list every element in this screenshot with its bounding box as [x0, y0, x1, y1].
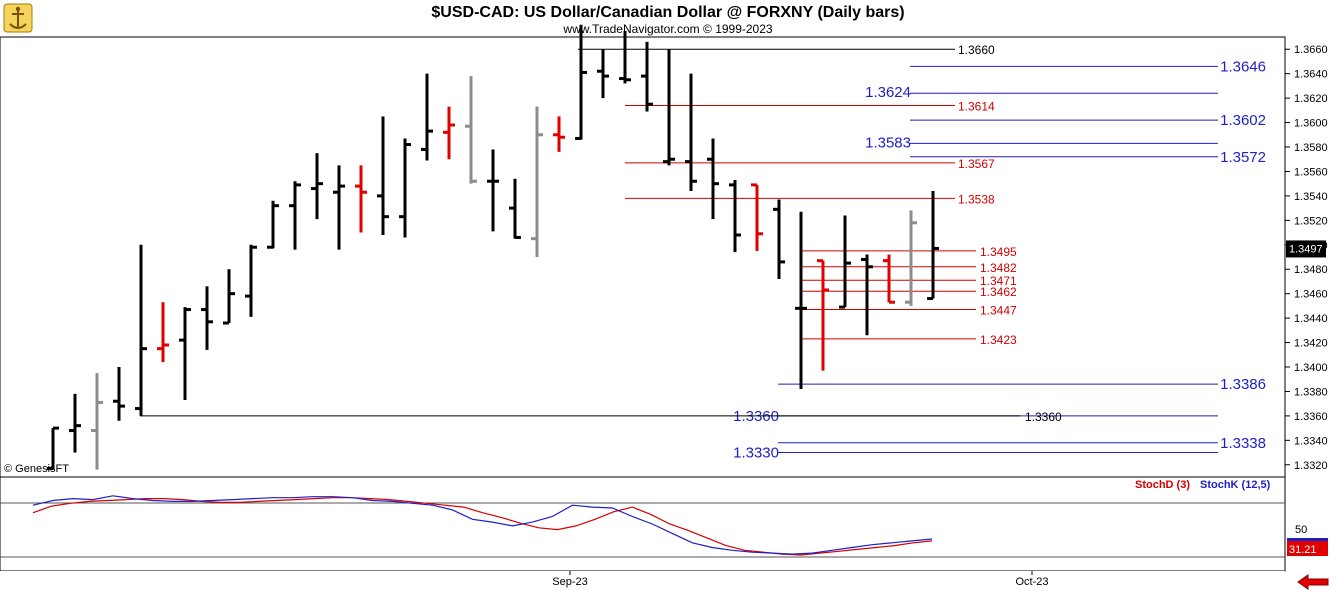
- chart-title: $USD-CAD: US Dollar/Canadian Dollar @ FO…: [431, 4, 904, 21]
- ohlc-bar: [355, 165, 367, 233]
- legend-stochd: StochD (3): [1135, 479, 1190, 491]
- ohlc-bar: [465, 76, 477, 184]
- ohlc-bar: [531, 106, 543, 257]
- level-label: 1.3567: [958, 157, 995, 171]
- ohlc-bar: [201, 286, 213, 350]
- ohlc-bar: [839, 215, 851, 309]
- last-price-badge: 1.3497: [1286, 240, 1326, 258]
- ohlc-bar: [553, 116, 565, 152]
- ohlc-bar: [509, 178, 521, 239]
- stochastic-lines: [32, 495, 933, 556]
- ohlc-bar: [751, 183, 763, 251]
- ohlc-bar: [135, 244, 147, 416]
- level-label: 1.3330: [733, 445, 779, 462]
- level-label: 1.3386: [1220, 376, 1266, 393]
- ohlc-bar: [619, 30, 631, 84]
- ohlc-bar: [377, 116, 389, 235]
- level-label: 1.3338: [1220, 435, 1266, 452]
- price-tick-label: 1.3520: [1294, 215, 1328, 227]
- stochk-line: [32, 495, 933, 555]
- ohlc-bar: [421, 73, 433, 161]
- ohlc-bar: [707, 138, 719, 220]
- ohlc-bar: [157, 302, 169, 363]
- ohlc-bar: [817, 259, 829, 371]
- price-tick-label: 1.3340: [1294, 435, 1328, 447]
- ohlc-bar: [641, 41, 653, 112]
- price-tick-label: 1.3580: [1294, 142, 1328, 154]
- ohlc-bar: [113, 367, 125, 421]
- ohlc-bar: [927, 191, 939, 301]
- price-tick-label: 1.3440: [1294, 313, 1328, 325]
- ohlc-bar: [729, 180, 741, 253]
- ohlc-bar: [795, 211, 807, 389]
- level-label: 1.3423: [980, 333, 1017, 347]
- ohlc-bar: [685, 73, 697, 191]
- stochastic-panel: StochD (3) StochK (12,5): [0, 476, 1286, 572]
- level-label: 1.3471: [980, 274, 1017, 288]
- ohlc-bar: [47, 426, 59, 470]
- ohlc-bar: [267, 200, 279, 249]
- level-label: 1.3482: [980, 261, 1017, 275]
- ohlc-bar: [91, 373, 103, 470]
- ohlc-bar: [311, 153, 323, 220]
- level-label: 1.3646: [1220, 58, 1266, 75]
- level-label: 1.3572: [1220, 149, 1266, 166]
- date-tick-label: Sep-23: [552, 576, 587, 588]
- level-label: 1.3660: [958, 43, 995, 57]
- ohlc-bar: [179, 307, 191, 400]
- ohlc-bar: [861, 254, 873, 336]
- price-tick-label: 1.3660: [1294, 44, 1328, 56]
- date-tick-label: Oct-23: [1015, 576, 1048, 588]
- level-label: 1.3447: [980, 304, 1017, 318]
- price-tick-label: 1.3460: [1294, 289, 1328, 301]
- ohlc-bar: [223, 269, 235, 325]
- level-label: 1.3583: [865, 134, 911, 151]
- ohlc-bar: [663, 49, 675, 166]
- price-tick-label: 1.3380: [1294, 386, 1328, 398]
- stoch-last-badge: [1287, 541, 1328, 556]
- stoch-axis: 50 31.21: [1287, 524, 1328, 556]
- price-tick-label: 1.3620: [1294, 93, 1328, 105]
- ohlc-bar: [333, 165, 345, 250]
- level-label: 1.3602: [1220, 112, 1266, 129]
- level-label: 1.3462: [980, 285, 1017, 299]
- price-tick-label: 1.3540: [1294, 191, 1328, 203]
- price-tick-label: 1.3420: [1294, 338, 1328, 350]
- ohlc-bar: [289, 181, 301, 250]
- price-bars: [47, 24, 939, 470]
- watermark: © GenesisFT: [4, 463, 69, 475]
- ohlc-bar: [575, 24, 587, 140]
- stoch-tick-50: 50: [1295, 524, 1307, 536]
- level-label: 1.3538: [958, 192, 995, 206]
- price-panel: 1.3660 1.3646 1.3624 1.3614 1.3602 1.3583 1.35…: [0, 24, 1286, 478]
- ohlc-bar: [597, 49, 609, 99]
- level-label: 1.3614: [958, 99, 995, 113]
- ohlc-bar: [905, 210, 917, 306]
- price-tick-label: 1.3600: [1294, 118, 1328, 130]
- ohlc-bar: [245, 244, 257, 317]
- level-label: 1.3624: [865, 84, 911, 101]
- price-tick-label: 1.3640: [1294, 69, 1328, 81]
- ohlc-bar: [69, 393, 81, 453]
- legend-stochk: StochK (12,5): [1200, 479, 1271, 491]
- level-label: 1.3360: [1025, 410, 1062, 424]
- ohlc-bar: [399, 138, 411, 238]
- price-tick-label: 1.3480: [1294, 264, 1328, 276]
- scroll-left-arrow-icon[interactable]: [1297, 574, 1329, 590]
- ohlc-bar: [487, 149, 499, 232]
- last-price-label: 1.3497: [1289, 243, 1323, 255]
- price-tick-label: 1.3400: [1294, 362, 1328, 374]
- ohlc-bar: [443, 106, 455, 160]
- chart-subtitle: www.TradeNavigator.com © 1999-2023: [562, 22, 772, 36]
- price-tick-label: 1.3360: [1294, 411, 1328, 423]
- date-axis: Sep-23 Oct-23: [0, 571, 1285, 591]
- ohlc-bar: [883, 254, 895, 304]
- level-label: 1.3495: [980, 245, 1017, 259]
- price-tick-label: 1.3320: [1294, 460, 1328, 472]
- ohlc-bar: [773, 199, 785, 279]
- stoch-last-value: 31.21: [1289, 544, 1317, 556]
- price-tick-label: 1.3560: [1294, 166, 1328, 178]
- genesis-logo-icon: [3, 3, 33, 33]
